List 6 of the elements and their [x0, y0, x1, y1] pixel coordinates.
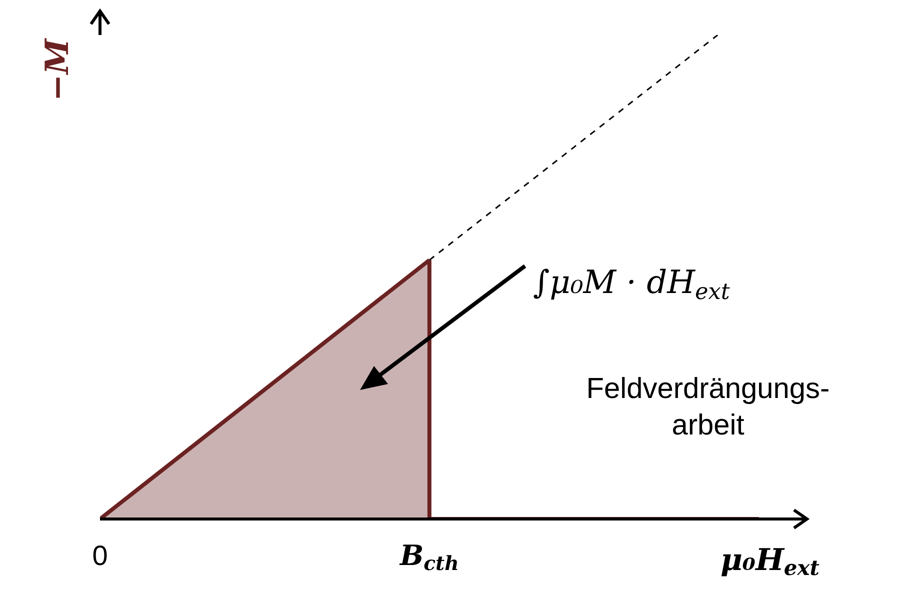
annotation: ∫μ₀M · dH$_{ext}$ [533, 263, 731, 304]
x-tick-label: 0 [92, 540, 108, 571]
y-axis-title: −M [38, 37, 76, 102]
annotation: Feldverdrängungs- arbeit [586, 373, 830, 442]
x-tick-label: B$_{cth}$ [398, 539, 459, 575]
x-axis-title: μ₀H$_{ext}$ [720, 543, 820, 580]
